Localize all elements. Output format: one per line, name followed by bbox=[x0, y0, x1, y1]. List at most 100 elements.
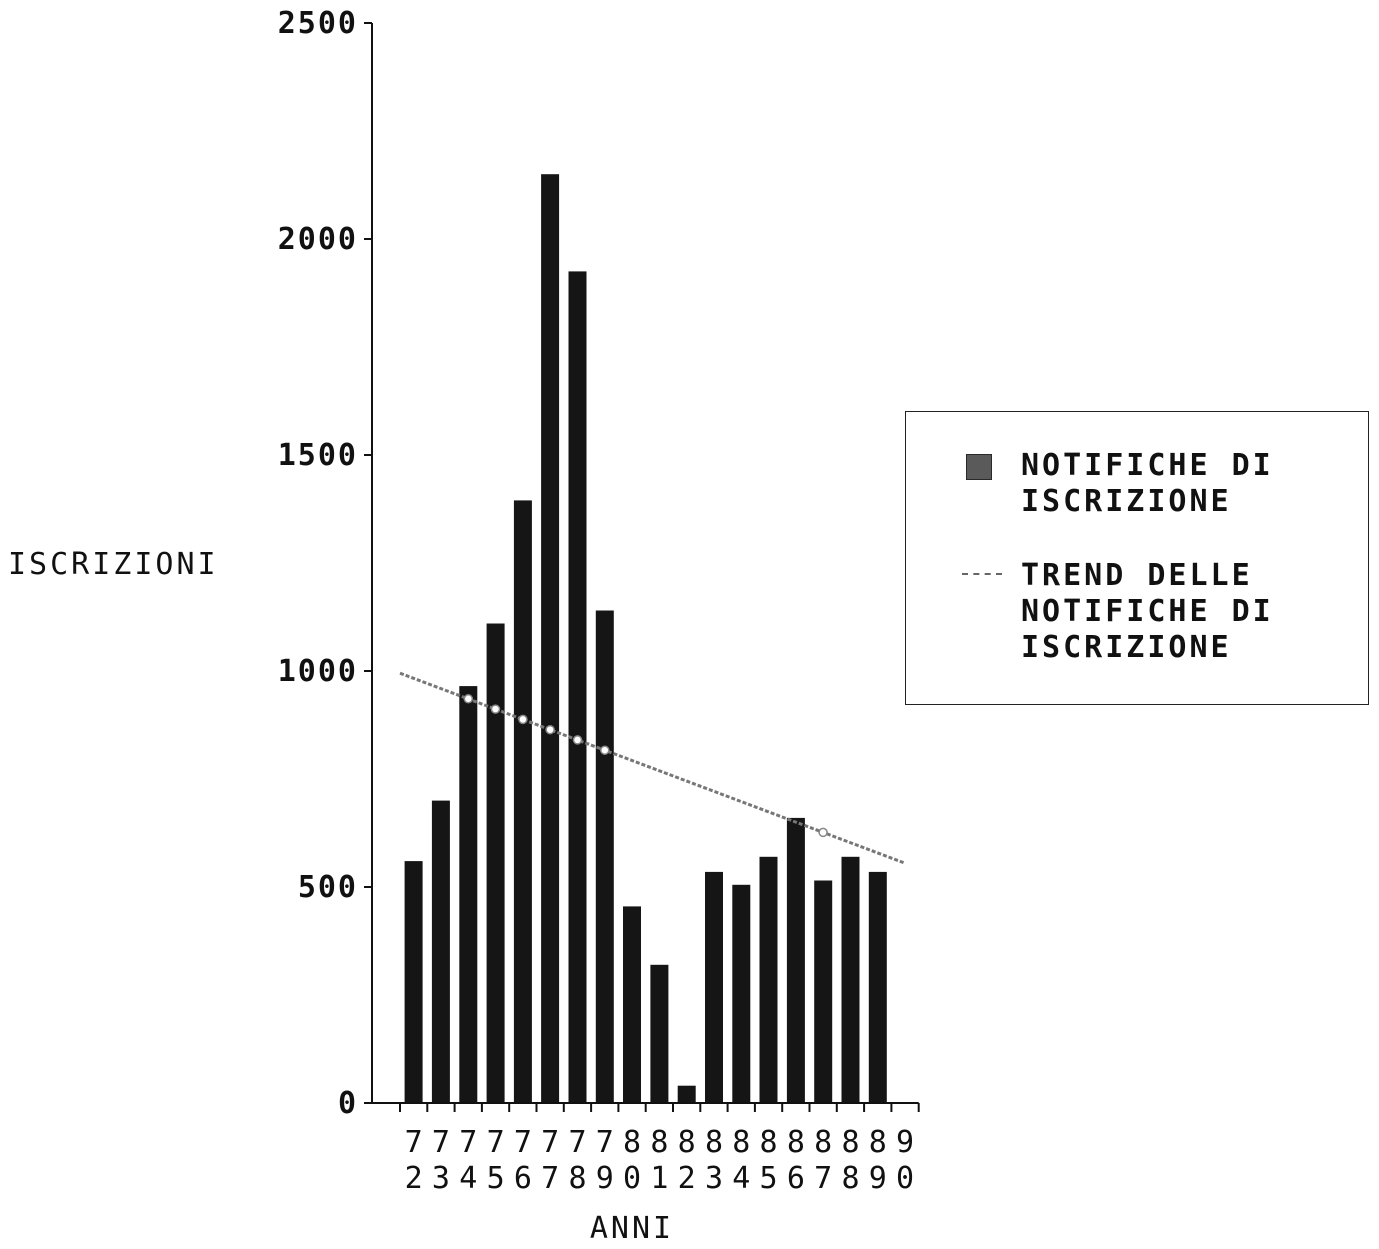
x-tick-label-year: 4 bbox=[459, 1161, 477, 1196]
legend-swatch-bar bbox=[966, 454, 992, 480]
x-tick-label-year: 3 bbox=[432, 1161, 450, 1196]
bars-layer bbox=[404, 174, 887, 1103]
x-tick-label-decade: 8 bbox=[650, 1125, 668, 1160]
x-tick-label-decade: 7 bbox=[487, 1125, 505, 1160]
x-tick-label-year: 7 bbox=[814, 1161, 832, 1196]
x-tick-label-year: 9 bbox=[869, 1161, 887, 1196]
bar-79 bbox=[595, 610, 614, 1103]
y-tick-label-1500: 1500 bbox=[278, 438, 358, 473]
x-tick-label-year: 6 bbox=[787, 1161, 805, 1196]
y-tick-label-500: 500 bbox=[298, 870, 358, 905]
x-tick-label-decade: 9 bbox=[896, 1125, 914, 1160]
x-tick-label-year: 0 bbox=[623, 1161, 641, 1196]
trend-layer bbox=[399, 671, 906, 865]
x-tick-label-year: 5 bbox=[487, 1161, 505, 1196]
x-tick-label-decade: 7 bbox=[568, 1125, 586, 1160]
axes-layer bbox=[364, 22, 920, 1112]
x-tick-label-year: 4 bbox=[732, 1161, 750, 1196]
x-tick-label-decade: 7 bbox=[514, 1125, 532, 1160]
x-axis-title: ANNI bbox=[590, 1211, 674, 1245]
x-tick-label-year: 2 bbox=[405, 1161, 423, 1196]
x-tick-label-decade: 8 bbox=[705, 1125, 723, 1160]
x-tick-label-year: 1 bbox=[650, 1161, 668, 1196]
bar-72 bbox=[404, 861, 423, 1103]
bar-89 bbox=[868, 871, 887, 1103]
x-tick-label-decade: 8 bbox=[678, 1125, 696, 1160]
bar-80 bbox=[623, 906, 641, 1103]
x-tick-label-year: 9 bbox=[596, 1161, 614, 1196]
y-tick-label-0: 0 bbox=[338, 1086, 358, 1121]
x-tick-label-decade: 8 bbox=[759, 1125, 777, 1160]
x-tick-label-year: 2 bbox=[678, 1161, 696, 1196]
x-tick-label-year: 5 bbox=[759, 1161, 777, 1196]
trend-marker-87 bbox=[818, 827, 828, 838]
bar-78 bbox=[568, 271, 587, 1103]
bar-75 bbox=[486, 623, 505, 1103]
x-tick-label-decade: 7 bbox=[459, 1125, 477, 1160]
legend-label-bars: NOTIFICHE DI ISCRIZIONE bbox=[1021, 448, 1274, 519]
trend-marker-77 bbox=[545, 724, 555, 735]
x-tick-label-year: 3 bbox=[705, 1161, 723, 1196]
x-tick-label-decade: 8 bbox=[623, 1125, 641, 1160]
bar-83 bbox=[705, 871, 723, 1103]
bar-88 bbox=[841, 856, 860, 1103]
x-tick-label-year: 7 bbox=[541, 1161, 559, 1196]
x-tick-label-decade: 7 bbox=[541, 1125, 559, 1160]
bar-84 bbox=[732, 884, 751, 1103]
x-tick-label-year: 8 bbox=[568, 1161, 586, 1196]
x-tick-label-decade: 8 bbox=[869, 1125, 887, 1160]
trend-marker-74 bbox=[463, 694, 474, 704]
legend: NOTIFICHE DI ISCRIZIONE TREND DELLE NOTI… bbox=[905, 411, 1369, 705]
x-tick-label-year: 0 bbox=[896, 1161, 914, 1196]
trend-marker-78 bbox=[572, 735, 583, 745]
bar-85 bbox=[759, 856, 778, 1103]
bar-87 bbox=[814, 880, 833, 1103]
x-tick-label-year: 6 bbox=[514, 1161, 532, 1196]
y-tick-label-2000: 2000 bbox=[278, 222, 358, 257]
y-axis-title: ISCRIZIONI bbox=[8, 547, 219, 582]
x-tick-label-decade: 7 bbox=[596, 1125, 614, 1160]
bar-77 bbox=[541, 174, 560, 1103]
bar-86 bbox=[786, 817, 805, 1103]
trend-marker-75 bbox=[490, 704, 501, 714]
x-tick-label-decade: 7 bbox=[432, 1125, 450, 1160]
trend-marker-76 bbox=[518, 714, 528, 725]
bar-81 bbox=[650, 964, 669, 1103]
trend-marker-79 bbox=[600, 745, 610, 755]
x-tick-label-decade: 8 bbox=[841, 1125, 859, 1160]
x-tick-label-decade: 8 bbox=[787, 1125, 805, 1160]
bar-82 bbox=[677, 1085, 696, 1103]
y-tick-label-2500: 2500 bbox=[278, 6, 358, 41]
bar-73 bbox=[431, 800, 450, 1103]
bar-74 bbox=[459, 686, 478, 1103]
x-tick-label-decade: 8 bbox=[814, 1125, 832, 1160]
y-tick-label-1000: 1000 bbox=[278, 654, 358, 689]
x-tick-label-year: 8 bbox=[841, 1161, 859, 1196]
bar-76 bbox=[513, 500, 532, 1103]
legend-label-trend: TREND DELLE NOTIFICHE DI ISCRIZIONE bbox=[1021, 558, 1274, 665]
x-tick-label-decade: 8 bbox=[732, 1125, 750, 1160]
legend-swatch-trend-line bbox=[962, 573, 1002, 575]
